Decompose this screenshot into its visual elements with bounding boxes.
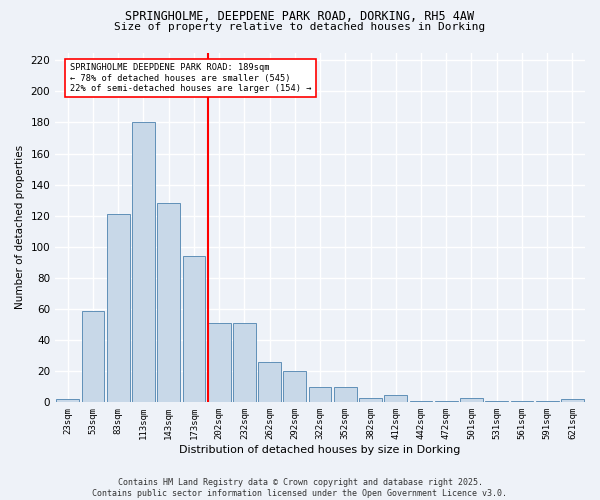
Bar bbox=[233, 323, 256, 402]
Bar bbox=[182, 256, 205, 402]
Bar bbox=[157, 204, 180, 402]
Bar bbox=[561, 399, 584, 402]
Text: Size of property relative to detached houses in Dorking: Size of property relative to detached ho… bbox=[115, 22, 485, 32]
Bar bbox=[56, 399, 79, 402]
Bar bbox=[485, 401, 508, 402]
Text: SPRINGHOLME, DEEPDENE PARK ROAD, DORKING, RH5 4AW: SPRINGHOLME, DEEPDENE PARK ROAD, DORKING… bbox=[125, 10, 475, 23]
Bar bbox=[334, 387, 356, 402]
Bar bbox=[410, 401, 433, 402]
Y-axis label: Number of detached properties: Number of detached properties bbox=[15, 146, 25, 310]
Bar bbox=[536, 401, 559, 402]
Bar bbox=[258, 362, 281, 403]
Text: SPRINGHOLME DEEPDENE PARK ROAD: 189sqm
← 78% of detached houses are smaller (545: SPRINGHOLME DEEPDENE PARK ROAD: 189sqm ←… bbox=[70, 64, 311, 93]
Bar bbox=[107, 214, 130, 402]
Bar bbox=[82, 310, 104, 402]
Bar bbox=[208, 323, 230, 402]
Bar bbox=[435, 401, 458, 402]
Bar bbox=[460, 398, 483, 402]
Text: Contains HM Land Registry data © Crown copyright and database right 2025.
Contai: Contains HM Land Registry data © Crown c… bbox=[92, 478, 508, 498]
Bar bbox=[385, 394, 407, 402]
Bar bbox=[132, 122, 155, 402]
Bar bbox=[359, 398, 382, 402]
Bar bbox=[511, 401, 533, 402]
Bar bbox=[309, 387, 331, 402]
Bar bbox=[283, 371, 306, 402]
X-axis label: Distribution of detached houses by size in Dorking: Distribution of detached houses by size … bbox=[179, 445, 461, 455]
